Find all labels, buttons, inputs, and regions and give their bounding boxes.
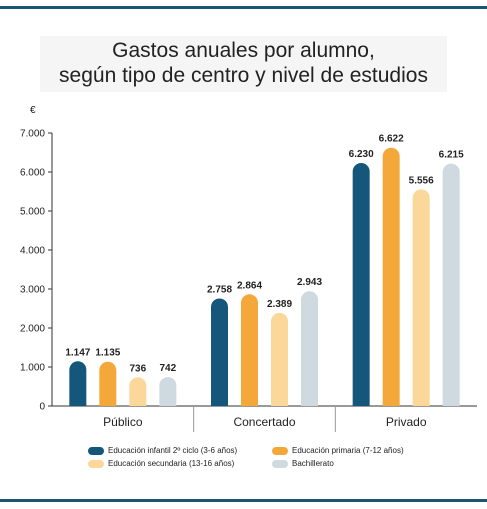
legend-label: Educación secundaria (13-16 años)	[108, 459, 235, 468]
y-tick-label: 6.000	[20, 168, 45, 179]
y-tick-label: 2.000	[20, 324, 45, 335]
y-tick-label: 3.000	[20, 285, 45, 296]
bar-value-label: 2.758	[207, 284, 232, 295]
title-background	[40, 36, 447, 92]
legend-item: Educación infantil 2º ciclo (3-6 años)	[88, 446, 237, 455]
legend-label: Educación infantil 2º ciclo (3-6 años)	[108, 446, 238, 455]
bar	[129, 377, 147, 406]
legend-item: Educación primaria (7-12 años)	[272, 446, 404, 455]
y-tick-label: 7.000	[20, 129, 45, 140]
bar-value-label: 1.147	[65, 347, 90, 358]
bar	[271, 312, 288, 406]
bar-value-label: 6.622	[379, 134, 404, 145]
chart-title-line-2: según tipo de centro y nivel de estudios	[59, 64, 428, 87]
bar	[99, 361, 117, 406]
bar	[301, 291, 318, 406]
bar	[241, 294, 258, 406]
y-tick-label: 4.000	[20, 246, 45, 257]
bar-value-label: 6.215	[439, 150, 464, 161]
y-tick-label: 0	[39, 402, 45, 413]
legend-label: Bachillerato	[292, 459, 334, 468]
chart-title: Gastos anuales por alumno, según tipo de…	[0, 38, 487, 88]
bar-value-label: 2.943	[297, 277, 322, 288]
legend-label: Educación primaria (7-12 años)	[292, 446, 404, 455]
chart-title-line-1: Gastos anuales por alumno,	[112, 39, 375, 62]
legend-swatch	[88, 459, 104, 468]
legend-item: Bachillerato	[272, 459, 334, 468]
x-category-label: Público	[103, 415, 143, 429]
y-axis-unit-label: €	[30, 105, 36, 116]
legend-swatch	[272, 446, 288, 455]
bar	[412, 189, 430, 406]
legend-item: Educación secundaria (13-16 años)	[88, 459, 234, 468]
x-category-label: Concertado	[233, 415, 295, 429]
y-tick-label: 5.000	[20, 207, 45, 218]
bar	[69, 361, 87, 406]
bar-value-label: 736	[129, 363, 146, 374]
bar-value-label: 6.230	[349, 149, 374, 160]
bar-value-label: 742	[159, 363, 176, 374]
bar	[442, 163, 460, 406]
legend-swatch	[272, 459, 288, 468]
top-rule	[0, 6, 487, 9]
bar	[159, 377, 177, 406]
legend-swatch	[88, 446, 104, 455]
x-category-label: Privado	[386, 415, 427, 429]
bar	[211, 298, 228, 406]
bar-value-label: 2.389	[267, 299, 292, 310]
y-tick-label: 1.000	[20, 363, 45, 374]
bar	[352, 163, 370, 406]
bottom-rule	[0, 499, 487, 502]
bar-value-label: 5.556	[409, 175, 434, 186]
bar-value-label: 2.864	[237, 280, 262, 291]
bar-value-label: 1.135	[95, 348, 120, 359]
bar	[382, 147, 400, 406]
